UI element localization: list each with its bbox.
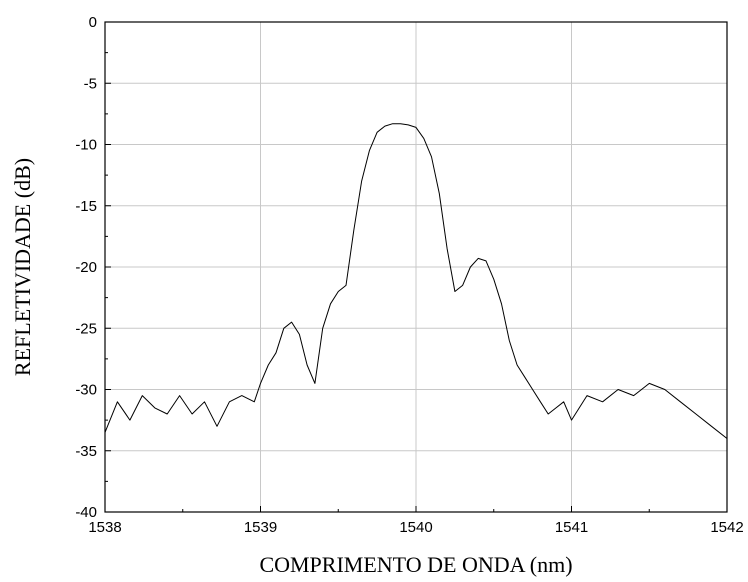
grid-lines: [105, 22, 727, 512]
y-tick-label: -40: [75, 504, 97, 521]
y-tick-labels: 0 -5 -10 -15 -20 -25 -30 -35 -40: [75, 14, 97, 521]
x-tick-labels: 1538 1539 1540 1541 1542: [88, 519, 743, 536]
y-tick-label: -10: [75, 137, 97, 154]
y-tick-label: -30: [75, 382, 97, 399]
x-axis-title: COMPRIMENTO DE ONDA (nm): [259, 552, 572, 577]
x-tick-label: 1542: [710, 519, 743, 536]
series-layer: [104, 123, 728, 439]
y-tick-label: -15: [75, 198, 97, 215]
y-tick-label: 0: [89, 14, 97, 31]
y-tick-label: -35: [75, 443, 97, 460]
x-tick-label: 1540: [399, 519, 432, 536]
y-tick-label: -20: [75, 259, 97, 276]
y-tick-label: -5: [84, 75, 97, 92]
y-tick-label: -25: [75, 320, 97, 337]
axis-ticks: [104, 21, 728, 513]
x-tick-label: 1541: [555, 519, 588, 536]
reflectivity-series-line: [104, 123, 728, 439]
y-axis-title: REFLETIVIDADE (dB): [10, 158, 35, 376]
x-tick-label: 1538: [88, 519, 121, 536]
x-tick-label: 1539: [244, 519, 277, 536]
